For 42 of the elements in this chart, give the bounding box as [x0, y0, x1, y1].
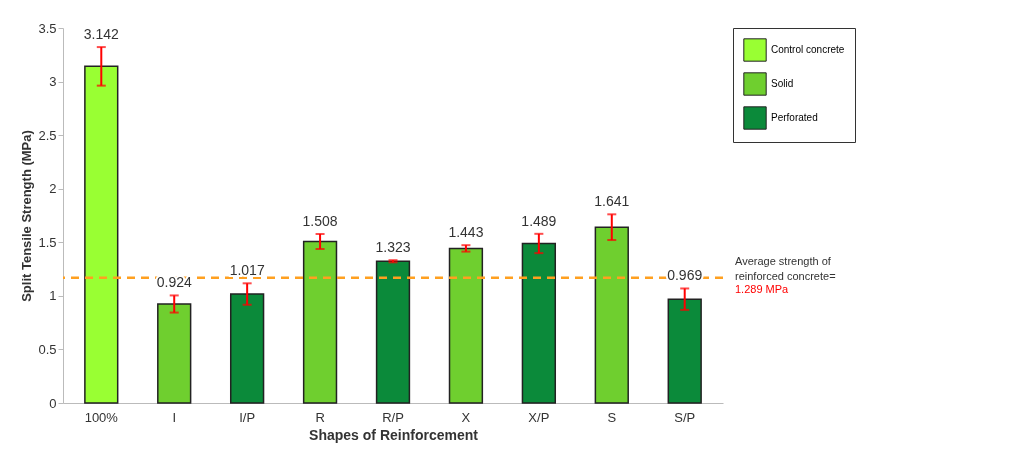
data-label: 1.508: [302, 212, 338, 229]
ref-line-label: Average strength of reinforced concrete=: [735, 254, 836, 282]
bar: [157, 303, 192, 404]
x-tick-label: I/P: [239, 409, 256, 425]
y-tick-label: 1: [49, 288, 57, 304]
x-tick-label: X/P: [528, 409, 550, 425]
x-tick-label: R: [315, 409, 325, 425]
x-tick-label: 100%: [84, 409, 119, 425]
y-tick-label: 0: [49, 395, 57, 411]
bar: [84, 65, 119, 404]
x-tick-label: X: [461, 409, 471, 425]
legend-label: Solid: [771, 78, 794, 89]
y-tick-label: 3.5: [38, 20, 57, 36]
y-tick-label: 2: [49, 181, 57, 197]
x-tick-label: S/P: [674, 409, 696, 425]
x-tick-label: I: [172, 409, 177, 425]
bar: [521, 242, 557, 404]
data-label: 3.142: [83, 26, 120, 43]
data-label: 1.443: [448, 224, 484, 241]
legend-label: Control concrete: [771, 44, 845, 55]
data-label: 0.924: [156, 274, 192, 291]
text: 1.289 MPa: [735, 282, 790, 295]
data-label: 1.641: [594, 193, 630, 210]
bar: [448, 247, 484, 404]
bar: [375, 260, 411, 404]
data-label: 0.969: [667, 267, 703, 284]
data-label: 1.489: [521, 212, 557, 229]
legend-label: Perforated: [771, 112, 818, 123]
bar: [229, 293, 265, 404]
x-tick-label: R/P: [382, 409, 404, 425]
y-tick-label: 1.5: [38, 234, 57, 250]
y-tick-label: 0.5: [38, 341, 57, 357]
y-tick-label: 3: [49, 74, 57, 90]
bar: [594, 226, 629, 404]
data-label: 1.323: [375, 239, 411, 256]
y-tick-label: 2.5: [38, 127, 57, 143]
bar: [667, 298, 702, 404]
x-axis-title: Shapes of Reinforcement: [309, 426, 479, 443]
y-axis-title: Split Tensile Strength (MPa): [19, 130, 35, 302]
data-label: 1.017: [229, 262, 265, 279]
bar: [302, 240, 338, 404]
x-tick-label: S: [607, 409, 617, 425]
